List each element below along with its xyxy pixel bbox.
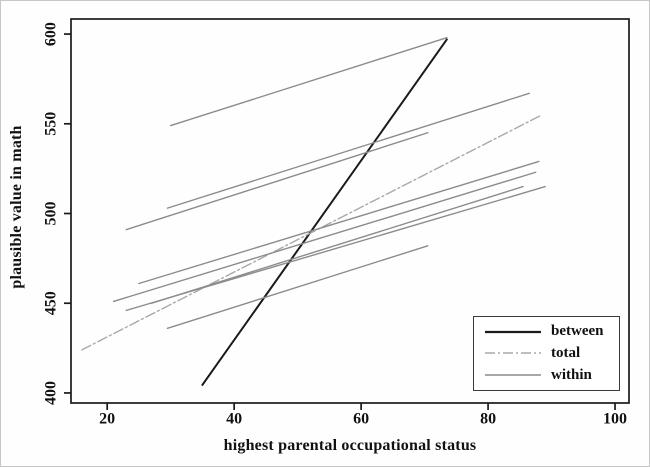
y-tick-label-500: 500 xyxy=(43,202,60,226)
total-line-sample xyxy=(485,352,541,355)
within-2-line xyxy=(166,92,531,209)
y-tick-label-450: 450 xyxy=(43,291,60,315)
x-tick-label-20: 20 xyxy=(99,411,115,428)
between-line xyxy=(201,38,448,386)
x-tick-label-40: 40 xyxy=(226,411,242,428)
y-tick-label-400: 400 xyxy=(43,381,60,405)
legend-item-within: within xyxy=(484,366,619,383)
legend-item-total: total xyxy=(484,344,619,361)
within-8-line xyxy=(166,245,429,330)
within-3-line xyxy=(125,132,429,231)
x-tick-label-100: 100 xyxy=(603,411,627,428)
x-tick-label-60: 60 xyxy=(353,411,369,428)
within-1-line xyxy=(169,36,448,127)
x-tick-label-80: 80 xyxy=(480,411,496,428)
legend-label-within: within xyxy=(551,366,592,383)
within-5-line xyxy=(112,171,537,303)
plot-border xyxy=(70,18,630,404)
legend-item-between: between xyxy=(484,324,619,339)
within-line-sample xyxy=(485,374,541,376)
legend: between total within xyxy=(473,316,620,391)
x-axis-title: highest parental occupational status xyxy=(223,437,477,454)
legend-label-between: between xyxy=(551,323,604,340)
legend-label-total: total xyxy=(551,344,581,361)
y-tick-label-600: 600 xyxy=(43,22,60,46)
between-line-sample xyxy=(485,330,541,333)
y-tick-label-550: 550 xyxy=(43,112,60,136)
within-7-line xyxy=(150,185,524,304)
y-axis-title: plausible value in math xyxy=(8,125,25,289)
total-line xyxy=(81,114,543,351)
within-4-line xyxy=(138,160,540,285)
